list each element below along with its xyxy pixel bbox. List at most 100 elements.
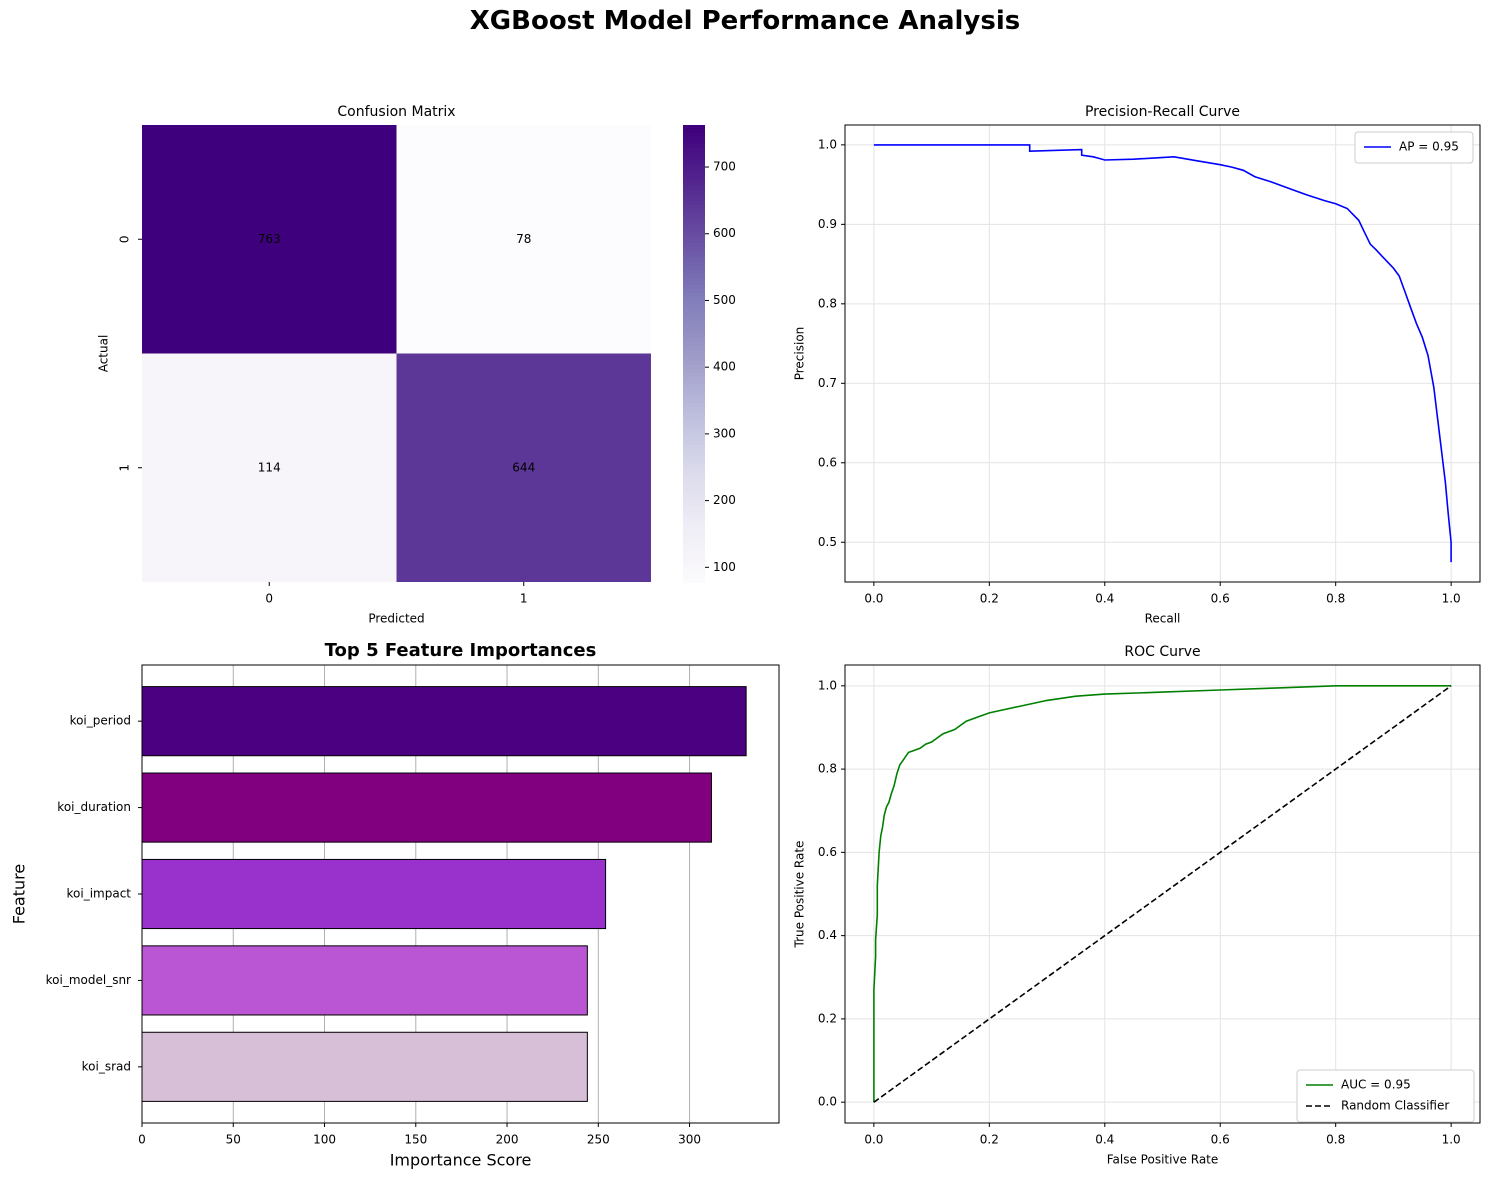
colorbar-segment [683, 414, 705, 419]
x-tick-label: 0.2 [980, 1133, 999, 1147]
colorbar-segment [683, 189, 705, 195]
colorbar-segment [683, 528, 705, 534]
colorbar-segment [683, 315, 705, 320]
colorbar-segment [683, 216, 705, 221]
colorbar-segment [683, 395, 705, 400]
colorbar-segment [683, 239, 705, 244]
colorbar-tick-label: 400 [713, 360, 736, 374]
colorbar-segment [683, 521, 705, 526]
colorbar-segment [683, 524, 705, 530]
colorbar-segment [683, 547, 705, 553]
colorbar-segment [683, 288, 705, 294]
colorbar-segment [683, 383, 705, 389]
colorbar-segment [683, 532, 705, 537]
colorbar-segment [683, 296, 705, 301]
colorbar-segment [683, 463, 705, 469]
feature-label: koi_period [70, 714, 131, 728]
y-tick-label: 0.0 [818, 1095, 837, 1109]
legend-label: AUC = 0.95 [1341, 1078, 1411, 1092]
colorbar-segment [683, 262, 705, 267]
colorbar-segment [683, 391, 705, 396]
y-tick-label: 0.9 [818, 217, 837, 231]
roc-series-line [873, 684, 1452, 1103]
x-tick-label: 150 [404, 1133, 427, 1147]
axes-frame [844, 664, 1481, 1124]
y-tick-label: 0 [118, 235, 132, 243]
colorbar-segment [683, 303, 705, 309]
colorbar-segment [683, 265, 705, 271]
x-tick-label: 1.0 [1442, 592, 1461, 606]
colorbar-segment [683, 197, 705, 202]
x-tick-label: 0.8 [1326, 1133, 1345, 1147]
x-axis-label: Predicted [368, 612, 424, 626]
colorbar-segment [683, 376, 705, 381]
colorbar-segment [683, 410, 705, 416]
colorbar-segment [683, 136, 705, 141]
legend-box [1296, 1069, 1475, 1123]
colorbar-segment [683, 254, 705, 259]
colorbar-segment [683, 227, 705, 233]
colorbar-segment [683, 326, 705, 332]
x-tick-label: 250 [587, 1133, 610, 1147]
roc-series-line [873, 685, 1452, 1103]
feature-bar [141, 945, 588, 1016]
pr-title: Precision-Recall Curve [1085, 104, 1240, 120]
legend-label: Random Classifier [1341, 1099, 1449, 1113]
legend-box [1354, 131, 1474, 164]
y-tick-label: 0.4 [818, 928, 837, 942]
colorbar-segment [683, 250, 705, 256]
heatmap-cell-label: 763 [258, 232, 281, 246]
colorbar-segment [683, 224, 705, 229]
colorbar-segment [683, 452, 705, 457]
x-tick-label: 300 [678, 1133, 701, 1147]
colorbar-segment [683, 387, 705, 393]
colorbar-segment [683, 201, 705, 206]
x-tick-label: 0.4 [1095, 592, 1114, 606]
colorbar-segment [683, 204, 705, 210]
colorbar-tick-label: 300 [713, 426, 736, 440]
colorbar-segment [683, 342, 705, 347]
colorbar-segment [683, 182, 705, 187]
colorbar-segment [683, 277, 705, 282]
colorbar-segment [683, 246, 705, 252]
colorbar-segment [683, 147, 705, 153]
x-tick-label: 0.6 [1211, 592, 1230, 606]
colorbar-segment [683, 163, 705, 168]
colorbar-segment [683, 536, 705, 541]
colorbar-segment [683, 330, 705, 336]
colorbar-segment [683, 540, 705, 545]
x-tick-label: 100 [313, 1133, 336, 1147]
colorbar-segment [683, 502, 705, 507]
x-tick-label: 0.6 [1211, 1133, 1230, 1147]
colorbar-segment [683, 490, 705, 496]
colorbar-segment [683, 235, 705, 240]
roc-title: ROC Curve [1124, 644, 1200, 660]
colorbar-segment [683, 467, 705, 473]
colorbar-segment [683, 509, 705, 515]
colorbar-segment [683, 178, 705, 183]
feature-bar [141, 686, 747, 757]
colorbar-segment [683, 334, 705, 339]
colorbar-segment [683, 166, 705, 172]
y-tick-label: 0.8 [818, 296, 837, 310]
colorbar-segment [683, 338, 705, 343]
colorbar-segment [683, 566, 705, 572]
y-tick-label: 1.0 [818, 137, 837, 151]
heatmap-cell [142, 353, 397, 582]
feature-bar [141, 1031, 588, 1102]
colorbar-segment [683, 151, 705, 157]
colorbar-segment [683, 174, 705, 179]
colorbar-segment [683, 460, 705, 465]
colorbar-segment [683, 486, 705, 492]
colorbar-segment [683, 517, 705, 522]
colorbar-segment [683, 243, 705, 248]
colorbar-segment [683, 406, 705, 412]
colorbar-segment [683, 482, 705, 488]
colorbar-tick-label: 700 [713, 160, 736, 174]
colorbar-segment [683, 155, 705, 160]
colorbar-segment [683, 570, 705, 575]
y-tick-label: 0.6 [818, 845, 837, 859]
colorbar-segment [683, 418, 705, 423]
feature-label: koi_duration [57, 800, 131, 814]
